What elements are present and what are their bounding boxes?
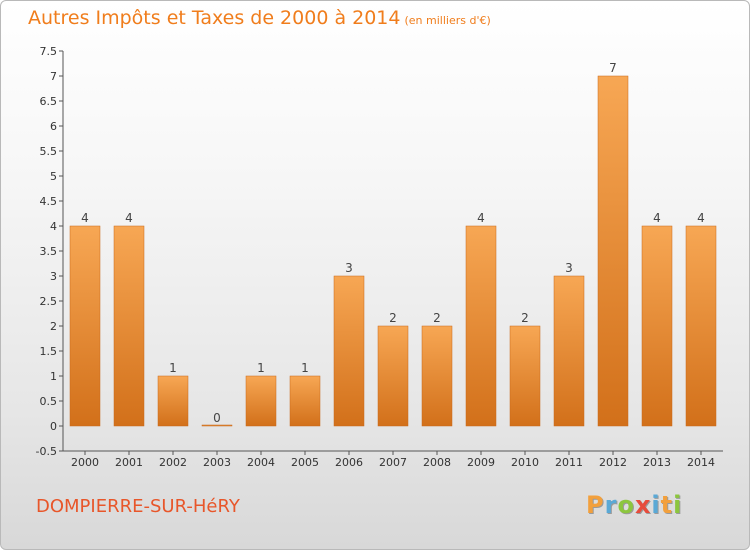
y-tick-label: 3.5 [40, 245, 58, 258]
y-tick-label: 6 [50, 120, 57, 133]
x-tick-label-2014: 2014 [687, 456, 715, 469]
bar-2009 [465, 225, 497, 427]
data-label-2000: 4 [81, 211, 89, 225]
data-label-2007: 2 [389, 311, 397, 325]
logo-letter: i [673, 491, 683, 519]
bar-2001 [113, 225, 145, 427]
data-label-2010: 2 [521, 311, 529, 325]
bar-2013 [641, 225, 673, 427]
bar-2005 [289, 375, 321, 427]
x-tick-label-2009: 2009 [467, 456, 495, 469]
logo-letter: o [617, 491, 635, 519]
logo-letter: t [660, 491, 674, 519]
proxiti-logo: Proxiti [586, 491, 682, 519]
data-label-2001: 4 [125, 211, 133, 225]
chart-axes: -0.5 0 0.5 1 1.5 2 2.5 3 3.5 4 4.5 5 5.5 6 6.5 7 7.5 2000… [36, 45, 723, 469]
logo-letter: P [586, 491, 605, 519]
bar-2006 [333, 275, 365, 427]
bar-2014 [685, 225, 717, 427]
bar-2011 [553, 275, 585, 427]
data-label-2004: 1 [257, 361, 265, 375]
y-tick-label: 4 [50, 220, 57, 233]
data-label-2003: 0 [213, 411, 221, 425]
x-tick-label-2001: 2001 [115, 456, 143, 469]
chart-title: Autres Impôts et Taxes de 2000 à 2014 (en… [28, 7, 491, 29]
bar-2010 [509, 325, 541, 427]
x-tick-label-2008: 2008 [423, 456, 451, 469]
y-tick-label: 6.5 [40, 95, 58, 108]
bar-2000 [69, 225, 101, 427]
chart-title-unit: (en milliers d'€) [404, 14, 491, 27]
logo-letter: r [604, 491, 618, 519]
bar-2003 [201, 424, 233, 427]
chart-data-labels: 4 4 1 0 1 1 3 2 2 4 2 3 7 4 4 [81, 61, 705, 425]
x-tick-label-2003: 2003 [203, 456, 231, 469]
logo-letter: x [634, 491, 652, 519]
y-tick-label: 3 [50, 270, 57, 283]
data-label-2009: 4 [477, 211, 485, 225]
x-tick-label-2004: 2004 [247, 456, 275, 469]
y-tick-label: 1 [50, 370, 57, 383]
x-tick-label-2006: 2006 [335, 456, 363, 469]
data-label-2011: 3 [565, 261, 573, 275]
data-label-2002: 1 [169, 361, 177, 375]
data-label-2014: 4 [697, 211, 705, 225]
x-tick-label-2013: 2013 [643, 456, 671, 469]
data-label-2005: 1 [301, 361, 309, 375]
logo-letter: i [651, 491, 661, 519]
data-label-2012: 7 [609, 61, 617, 75]
data-label-2013: 4 [653, 211, 661, 225]
y-tick-label: 0 [50, 420, 57, 433]
bar-2004 [245, 375, 277, 427]
x-tick-label-2002: 2002 [159, 456, 187, 469]
y-tick-label: 5.5 [40, 145, 58, 158]
y-tick-label: 2 [50, 320, 57, 333]
chart-title-main: Autres Impôts et Taxes de 2000 à 2014 [28, 7, 401, 29]
x-tick-label-2010: 2010 [511, 456, 539, 469]
bar-2007 [377, 325, 409, 427]
bar-2012 [597, 75, 629, 427]
y-tick-label: 7.5 [40, 45, 58, 58]
y-tick-label: 2.5 [40, 295, 58, 308]
x-tick-label-2000: 2000 [71, 456, 99, 469]
y-tick-label: 5 [50, 170, 57, 183]
data-label-2006: 3 [345, 261, 353, 275]
chart-bars [69, 75, 717, 427]
bar-2002 [157, 375, 189, 427]
x-tick-label-2005: 2005 [291, 456, 319, 469]
y-tick-label: 4.5 [40, 195, 58, 208]
x-tick-label-2011: 2011 [555, 456, 583, 469]
x-tick-label-2007: 2007 [379, 456, 407, 469]
y-tick-label: 0.5 [40, 395, 58, 408]
y-tick-label: -0.5 [36, 445, 57, 458]
town-name: DOMPIERRE-SUR-HéRY [36, 496, 240, 517]
x-tick-label-2012: 2012 [599, 456, 627, 469]
bar-2008 [421, 325, 453, 427]
y-tick-label: 7 [50, 70, 57, 83]
y-tick-label: 1.5 [40, 345, 58, 358]
data-label-2008: 2 [433, 311, 441, 325]
